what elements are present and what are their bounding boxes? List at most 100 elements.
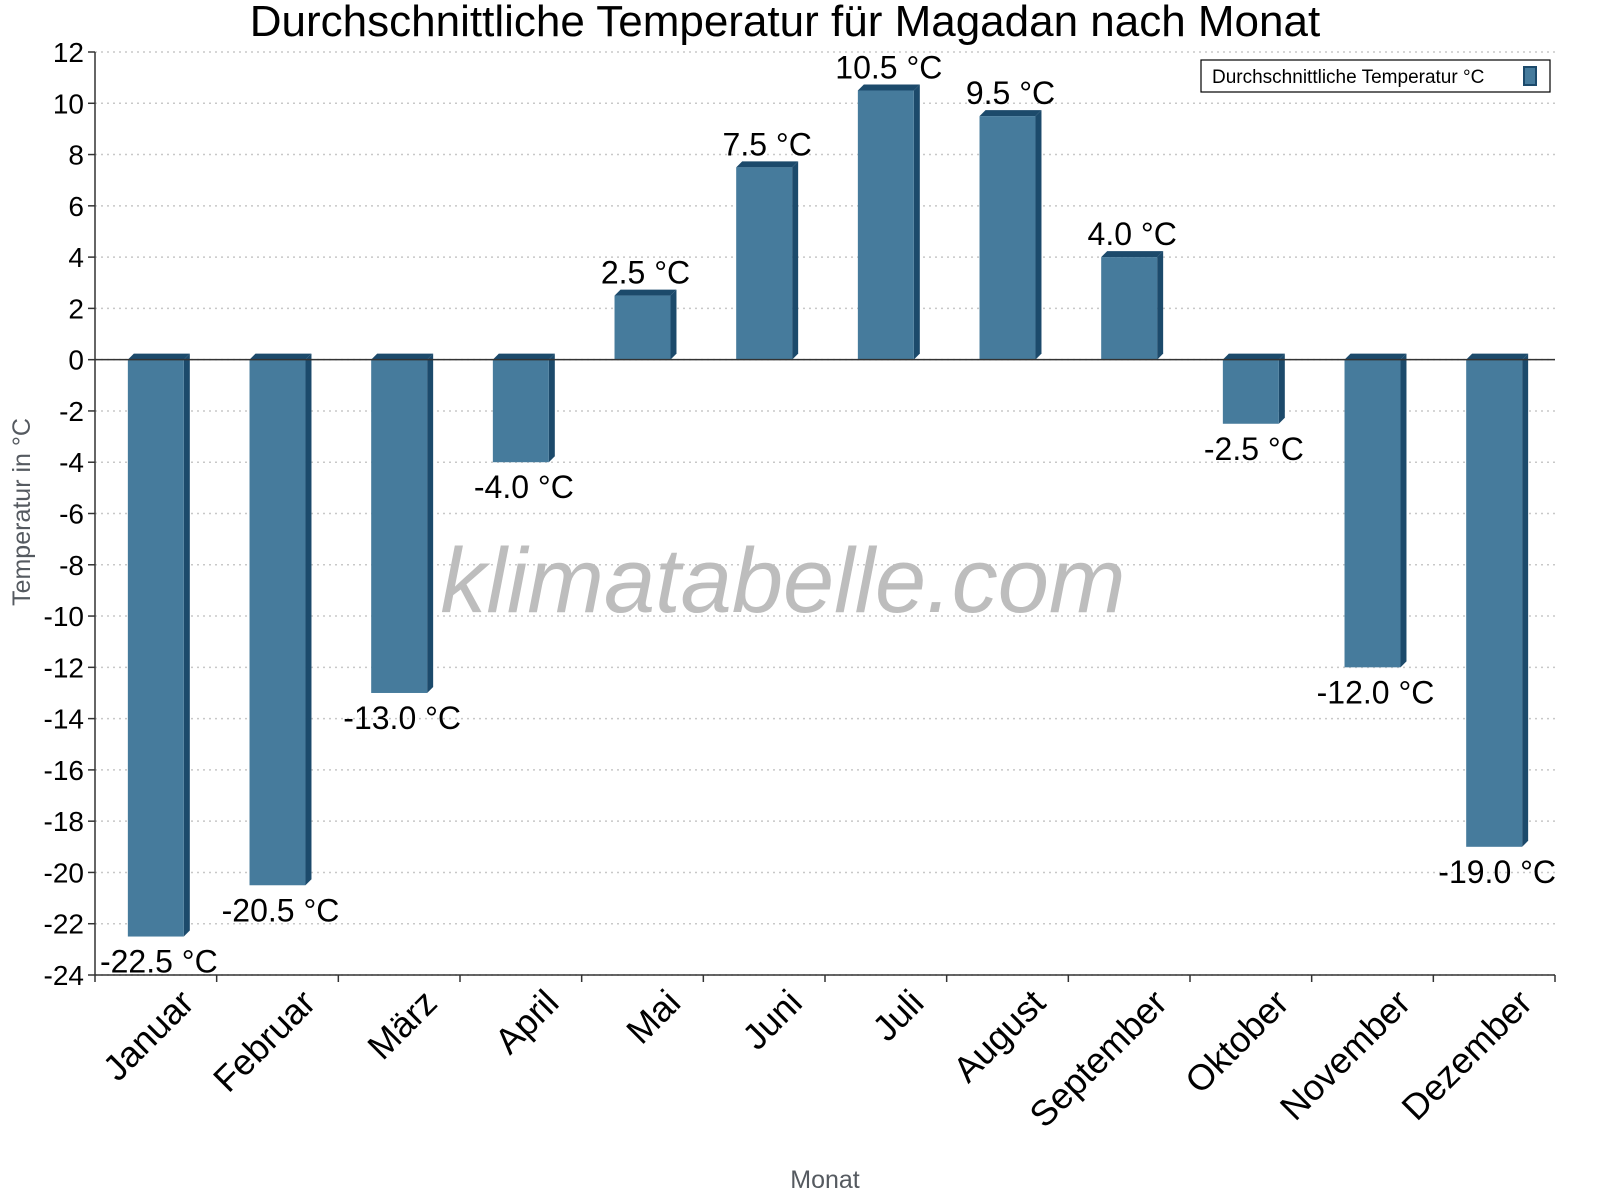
x-axis-label: Monat [790, 1166, 860, 1194]
watermark: klimatabelle.com [440, 530, 1125, 632]
legend-swatch [1523, 66, 1537, 86]
bar-side [1278, 353, 1285, 424]
legend: Durchschnittliche Temperatur °C [1200, 59, 1551, 93]
bar-front [614, 295, 671, 360]
bar-august [979, 110, 1042, 360]
x-tick-label: April [487, 982, 567, 1062]
x-tick-label: Februar [205, 982, 323, 1100]
bar-side [792, 161, 799, 360]
y-tick-label: 8 [68, 140, 84, 171]
y-tick-label: -12 [44, 652, 84, 683]
data-label: -13.0 °C [343, 700, 461, 736]
bar-juni [736, 161, 799, 360]
bar-side [305, 353, 312, 886]
bar-top [857, 84, 920, 91]
y-tick-label: -8 [59, 550, 84, 581]
bar-mai [614, 289, 677, 360]
y-tick-label: -6 [59, 499, 84, 530]
axes [88, 51, 1556, 982]
y-tick-label: 2 [68, 293, 84, 324]
data-label: 10.5 °C [835, 49, 942, 85]
legend-box [1200, 59, 1551, 93]
y-tick-label: 4 [68, 242, 84, 273]
bar-top [249, 353, 312, 360]
legend-label: Durchschnittliche Temperatur °C [1212, 67, 1484, 88]
data-label: -2.5 °C [1204, 431, 1304, 467]
x-tick-label: August [945, 982, 1053, 1090]
y-tick-label: -20 [44, 857, 84, 888]
bar-front [857, 90, 914, 360]
data-label: 4.0 °C [1088, 216, 1177, 252]
bar-top [492, 353, 555, 360]
bar-november [1344, 353, 1407, 668]
data-label: -12.0 °C [1317, 674, 1435, 710]
bar-front [371, 359, 428, 693]
bar-februar [249, 353, 312, 886]
y-tick-label: -22 [44, 909, 84, 940]
data-label: -22.5 °C [100, 944, 218, 980]
y-tick-label: 10 [53, 88, 84, 119]
bar-september [1101, 251, 1164, 360]
bar-side [1035, 110, 1042, 360]
y-tick-labels: 12 10 8 6 4 2 0 -2 -4 -6 -8 -10 -12 -14 -16 -18 -20 -22 -2… [44, 37, 84, 991]
bar-top [1466, 353, 1529, 360]
bar-front [249, 359, 306, 886]
bar-april [492, 353, 555, 463]
x-tick-label: Juni [734, 982, 810, 1058]
bar-front [1344, 359, 1401, 668]
bar-top [127, 353, 190, 360]
data-label: -4.0 °C [474, 469, 574, 505]
y-tick-label: -24 [44, 960, 84, 991]
bar-side [1522, 353, 1529, 847]
bar-januar [127, 353, 190, 937]
x-tick-label: Dezember [1393, 982, 1539, 1128]
bar-side [670, 289, 677, 360]
y-tick-label: -14 [44, 704, 84, 735]
bar-side [427, 353, 434, 693]
data-labels: -22.5 °C-20.5 °C -13.0 °C -4.0 °C 2.5 °C 7.5… [100, 49, 1556, 979]
bar-oktober [1222, 353, 1285, 424]
y-tick-label: -10 [44, 601, 84, 632]
bar-top [371, 353, 434, 360]
y-tick-label: -18 [44, 806, 84, 837]
x-tick-label: November [1272, 982, 1418, 1128]
y-tick-label: -16 [44, 755, 84, 786]
x-tick-label: März [359, 982, 445, 1068]
y-tick-label: -2 [59, 396, 84, 427]
bar-front [492, 359, 549, 463]
bar-front [1222, 359, 1279, 424]
bar-front [1466, 359, 1523, 847]
x-tick-label: Oktober [1177, 982, 1297, 1102]
x-tick-label: Mai [618, 982, 688, 1052]
bar-top [1222, 353, 1285, 360]
x-tick-label: Januar [95, 982, 202, 1089]
bar-front [1101, 257, 1158, 360]
bar-top [1344, 353, 1407, 360]
data-label: 7.5 °C [723, 126, 812, 162]
y-tick-label: 6 [68, 191, 84, 222]
bar-side [1400, 353, 1407, 668]
bar-top [979, 110, 1042, 117]
bar-side [183, 353, 190, 937]
bar-front [979, 116, 1036, 360]
chart-title: Durchschnittliche Temperatur für Magadan… [250, 0, 1320, 46]
y-axis-label: Temperatur in °C [8, 418, 36, 606]
bars [127, 84, 1529, 937]
data-label: -19.0 °C [1438, 854, 1556, 890]
bar-dezember [1466, 353, 1529, 847]
bar-side [1157, 251, 1164, 360]
x-tick-label: Juli [864, 982, 931, 1049]
bar-top [1101, 251, 1164, 258]
bar-front [736, 167, 793, 360]
bar-front [127, 359, 184, 937]
x-tick-labels: Januar Februar März April Mai Juni Juli AugustS… [95, 982, 1540, 1136]
bar-side [913, 84, 920, 360]
data-label: 2.5 °C [601, 255, 690, 291]
bar-top [614, 289, 677, 296]
grid-lines [95, 51, 1555, 976]
y-tick-label: 0 [68, 345, 84, 376]
data-label: 9.5 °C [966, 75, 1055, 111]
y-tick-label: 12 [53, 37, 84, 68]
bar-juli [857, 84, 920, 360]
